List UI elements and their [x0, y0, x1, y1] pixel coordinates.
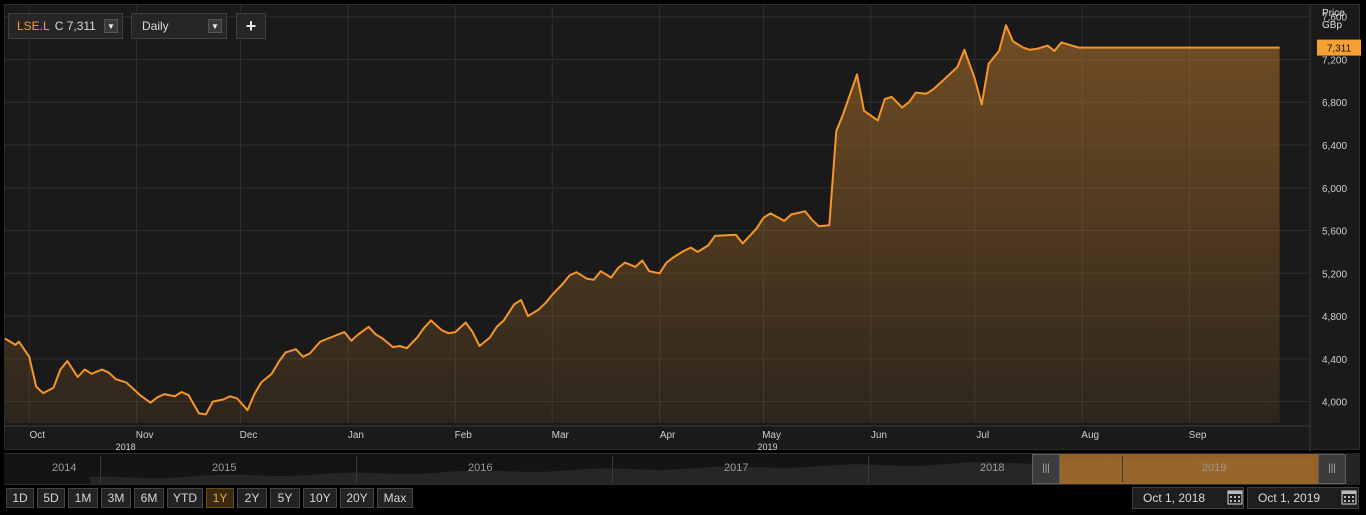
- navigator-history-area: [90, 458, 1314, 484]
- range-button-2y[interactable]: 2Y: [237, 488, 267, 508]
- y-tick-label: 6,000: [1322, 184, 1347, 195]
- x-tick-label: May: [762, 430, 781, 441]
- x-tick-label: Jul: [976, 430, 989, 441]
- x-tick-label: Oct: [29, 430, 45, 441]
- chevron-down-icon[interactable]: ▼: [208, 19, 222, 33]
- interval-label: Daily: [142, 19, 169, 33]
- x-tick-label: Nov: [136, 430, 154, 441]
- current-price-label: 7,311: [1327, 44, 1352, 55]
- current-price-tag: [1317, 39, 1361, 56]
- range-button-max[interactable]: Max: [377, 488, 413, 508]
- date-to-field[interactable]: Oct 1, 2019: [1247, 487, 1359, 509]
- y-axis-title: Price: [1322, 8, 1345, 19]
- y-tick-label: 4,800: [1322, 312, 1347, 323]
- y-tick-label: 7,200: [1322, 55, 1347, 66]
- x-year-label: 2018: [116, 442, 136, 452]
- navigator-selection-window[interactable]: [1032, 454, 1343, 484]
- x-year-label: 2019: [758, 442, 778, 452]
- navigator-year-divider: [1122, 456, 1123, 482]
- range-button-ytd[interactable]: YTD: [167, 488, 203, 508]
- range-button-5y[interactable]: 5Y: [270, 488, 300, 508]
- calendar-icon[interactable]: [1227, 489, 1243, 505]
- calendar-icon[interactable]: [1341, 489, 1357, 505]
- navigator-scrollbar[interactable]: [1346, 453, 1360, 485]
- x-tick-label: Sep: [1189, 430, 1207, 441]
- x-tick-label: Aug: [1081, 430, 1099, 441]
- symbol-code: LSE.L: [17, 19, 50, 33]
- x-tick-label: Apr: [660, 430, 676, 441]
- navigator-sparkline: [90, 458, 1314, 484]
- y-tick-label: 6,800: [1322, 98, 1347, 109]
- range-button-3m[interactable]: 3M: [101, 488, 131, 508]
- price-line: [4, 24, 1280, 416]
- navigator-year-divider: [868, 456, 869, 482]
- grip-icon[interactable]: |||: [1032, 454, 1060, 484]
- grip-icon[interactable]: |||: [1318, 454, 1346, 484]
- y-tick-label: 7,600: [1322, 13, 1347, 24]
- x-tick-label: Dec: [240, 430, 258, 441]
- range-button-10y[interactable]: 10Y: [303, 488, 337, 508]
- symbol-selector[interactable]: LSE.L C 7,311 ▼: [8, 13, 123, 39]
- range-button-1y[interactable]: 1Y: [206, 488, 234, 508]
- x-tick-label: Jun: [871, 430, 887, 441]
- interval-selector[interactable]: Daily ▼: [131, 13, 227, 39]
- navigator-year-label: 2018: [980, 462, 1005, 474]
- navigator-year-label: 2016: [468, 462, 493, 474]
- navigator-year-label: 2014: [52, 462, 77, 474]
- x-tick-label: Feb: [455, 430, 473, 441]
- range-button-20y[interactable]: 20Y: [340, 488, 374, 508]
- navigator-year-divider: [356, 456, 357, 482]
- y-tick-label: 6,400: [1322, 141, 1347, 152]
- date-from-field[interactable]: Oct 1, 2018: [1132, 487, 1244, 509]
- y-axis-unit: GBp: [1322, 20, 1342, 31]
- x-tick-label: Jan: [348, 430, 364, 441]
- x-tick-label: Mar: [552, 430, 570, 441]
- range-button-6m[interactable]: 6M: [134, 488, 164, 508]
- chevron-down-icon[interactable]: ▼: [104, 19, 118, 33]
- y-tick-label: 4,400: [1322, 355, 1347, 366]
- last-price-label: C 7,311: [54, 19, 96, 33]
- y-tick-label: 5,200: [1322, 269, 1347, 280]
- y-tick-label: 4,000: [1322, 398, 1347, 409]
- range-button-1d[interactable]: 1D: [6, 488, 34, 508]
- navigator-year-divider: [612, 456, 613, 482]
- y-tick-label: 5,600: [1322, 227, 1347, 238]
- navigator-year-divider: [100, 456, 101, 482]
- add-series-button[interactable]: +: [236, 13, 266, 39]
- navigator-year-label: 2019: [1202, 462, 1227, 474]
- range-button-1m[interactable]: 1M: [68, 488, 98, 508]
- navigator-year-label: 2017: [724, 462, 749, 474]
- price-chart: 4,000 4,400 4,800 5,200 5,600 6,000 6,400 6,800…: [4, 6, 1361, 452]
- navigator-year-label: 2015: [212, 462, 237, 474]
- timeline-navigator[interactable]: ||| ||| 2014 2015 2016 2017 2018 2019: [4, 453, 1346, 485]
- range-button-5d[interactable]: 5D: [37, 488, 65, 508]
- price-area: [5, 25, 1280, 423]
